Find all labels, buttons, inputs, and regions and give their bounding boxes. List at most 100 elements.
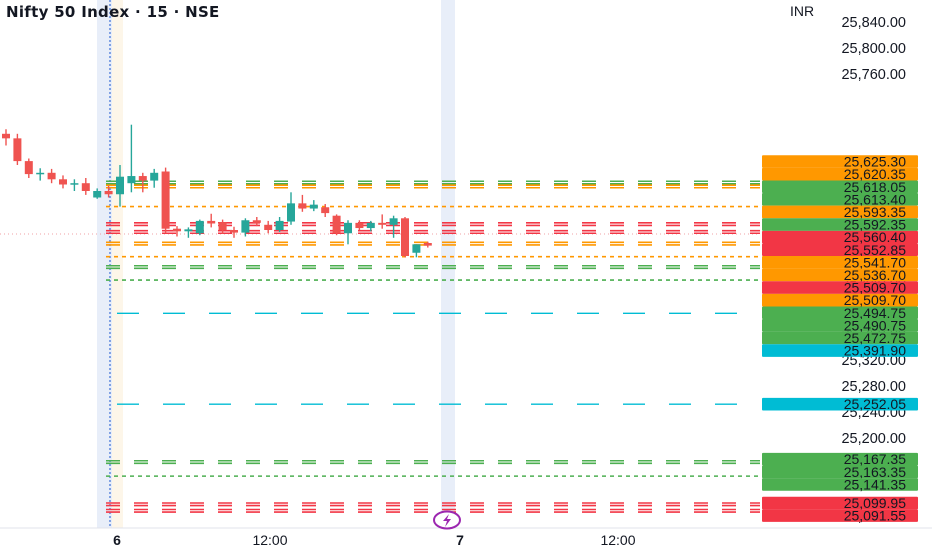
price-tag: 25,613.40 [762, 191, 918, 207]
candle-body [332, 215, 341, 234]
candle-body [93, 191, 102, 198]
price-tag-bg [762, 230, 918, 244]
price-tag-bg [762, 180, 918, 194]
price-tag-bg [762, 452, 918, 466]
price-tag-bg [762, 331, 918, 345]
candle-body [321, 207, 330, 214]
price-tag-label: 25,620.35 [844, 166, 906, 182]
candle-body [81, 183, 90, 191]
candle-body [378, 222, 387, 225]
session-highlight [441, 0, 455, 528]
candle-body [184, 229, 193, 232]
price-tag-label: 25,391.90 [844, 343, 906, 359]
candle-body [2, 133, 10, 139]
price-tag-label: 25,091.55 [844, 508, 906, 524]
price-tag-label: 25,167.35 [844, 451, 906, 467]
lightning-bolt [443, 514, 451, 527]
price-tag-label: 25,099.95 [844, 495, 906, 511]
currency-label[interactable]: INR [790, 3, 815, 19]
price-tag: 25,552.85 [762, 242, 918, 258]
candle-body [104, 191, 113, 195]
price-tag: 25,490.75 [762, 317, 918, 333]
candle-body [423, 243, 432, 246]
price-tag-bg [762, 465, 918, 479]
x-tick-label: 6 [113, 532, 121, 548]
candle-body [218, 222, 227, 230]
price-tag-label: 25,509.70 [844, 292, 906, 308]
price-tag-bg [762, 293, 918, 307]
price-tag: 25,252.05 [762, 396, 918, 412]
price-tag-bg [762, 496, 918, 510]
price-tag-label: 25,552.85 [844, 242, 906, 258]
price-tag: 25,560.40 [762, 229, 918, 245]
price-tag-bg [762, 218, 918, 231]
candle-body [230, 230, 238, 233]
lightning-icon[interactable] [433, 510, 461, 530]
candle-body [13, 138, 22, 162]
price-tag: 25,509.70 [762, 292, 918, 308]
price-tag-label: 25,613.40 [844, 191, 906, 207]
candle-body [47, 172, 56, 180]
candle-body [36, 172, 45, 175]
candle-body [195, 220, 204, 234]
price-tag-bg [762, 167, 918, 181]
price-tag-bg [762, 344, 918, 357]
price-tag: 25,592.35 [762, 217, 918, 233]
price-tag-bg [762, 243, 918, 257]
price-tag: 25,163.35 [762, 464, 918, 480]
price-tag-bg [762, 205, 918, 219]
price-tag-label: 25,592.35 [844, 217, 906, 233]
price-tag-bg [762, 319, 918, 332]
chart-title: Nifty 50 Index · 15 · NSE [6, 3, 220, 21]
price-tag: 25,618.05 [762, 179, 918, 195]
candle-body [264, 224, 273, 230]
price-tag-bg [762, 155, 918, 168]
y-tick-label: 25,200.00 [841, 431, 906, 447]
price-tag: 25,091.55 [762, 508, 918, 524]
candle-body [275, 220, 284, 230]
price-tag: 25,391.90 [762, 343, 918, 359]
price-tag-label: 25,509.70 [844, 280, 906, 296]
session-highlight [97, 0, 112, 528]
price-tag-label: 25,252.05 [844, 396, 906, 412]
candle-body [70, 183, 79, 185]
price-tag-bg [762, 397, 918, 411]
price-tag-bg [762, 281, 918, 294]
candle-body [366, 222, 375, 229]
candle-body [207, 220, 216, 224]
y-tick-label: 25,840.00 [841, 15, 906, 31]
price-tag-label: 25,163.35 [844, 464, 906, 480]
price-tag-bg [762, 509, 918, 522]
price-tag: 25,509.70 [762, 280, 918, 296]
price-tag-label: 25,536.70 [844, 267, 906, 283]
session-highlight [112, 0, 123, 528]
price-tag: 25,494.75 [762, 305, 918, 321]
price-tag-bg [762, 256, 918, 269]
candle-body [298, 203, 307, 209]
candle-body [138, 176, 147, 181]
price-tag: 25,141.35 [762, 476, 918, 492]
price-tag-bg [762, 478, 918, 491]
candle-body [24, 161, 33, 175]
y-tick-label: 25,280.00 [841, 379, 906, 395]
y-tick-label: 25,800.00 [841, 41, 906, 57]
candle-body [401, 218, 409, 256]
price-tag: 25,536.70 [762, 267, 918, 283]
price-tag-label: 25,494.75 [844, 305, 906, 321]
candle-body [355, 222, 364, 229]
candle-body [59, 179, 67, 185]
price-tag-bg [762, 268, 918, 282]
y-tick-label: 25,760.00 [841, 67, 906, 83]
candle-body [287, 203, 295, 222]
x-tick-label: 7 [456, 532, 464, 548]
price-tag: 25,167.35 [762, 451, 918, 467]
candle-body [150, 172, 159, 181]
price-tag-bg [762, 306, 918, 320]
candle-body [389, 218, 398, 225]
candle-body [116, 176, 124, 195]
x-tick-label: 12:00 [252, 532, 287, 548]
price-tag-bg [762, 193, 918, 206]
price-tag-label: 25,560.40 [844, 229, 906, 245]
